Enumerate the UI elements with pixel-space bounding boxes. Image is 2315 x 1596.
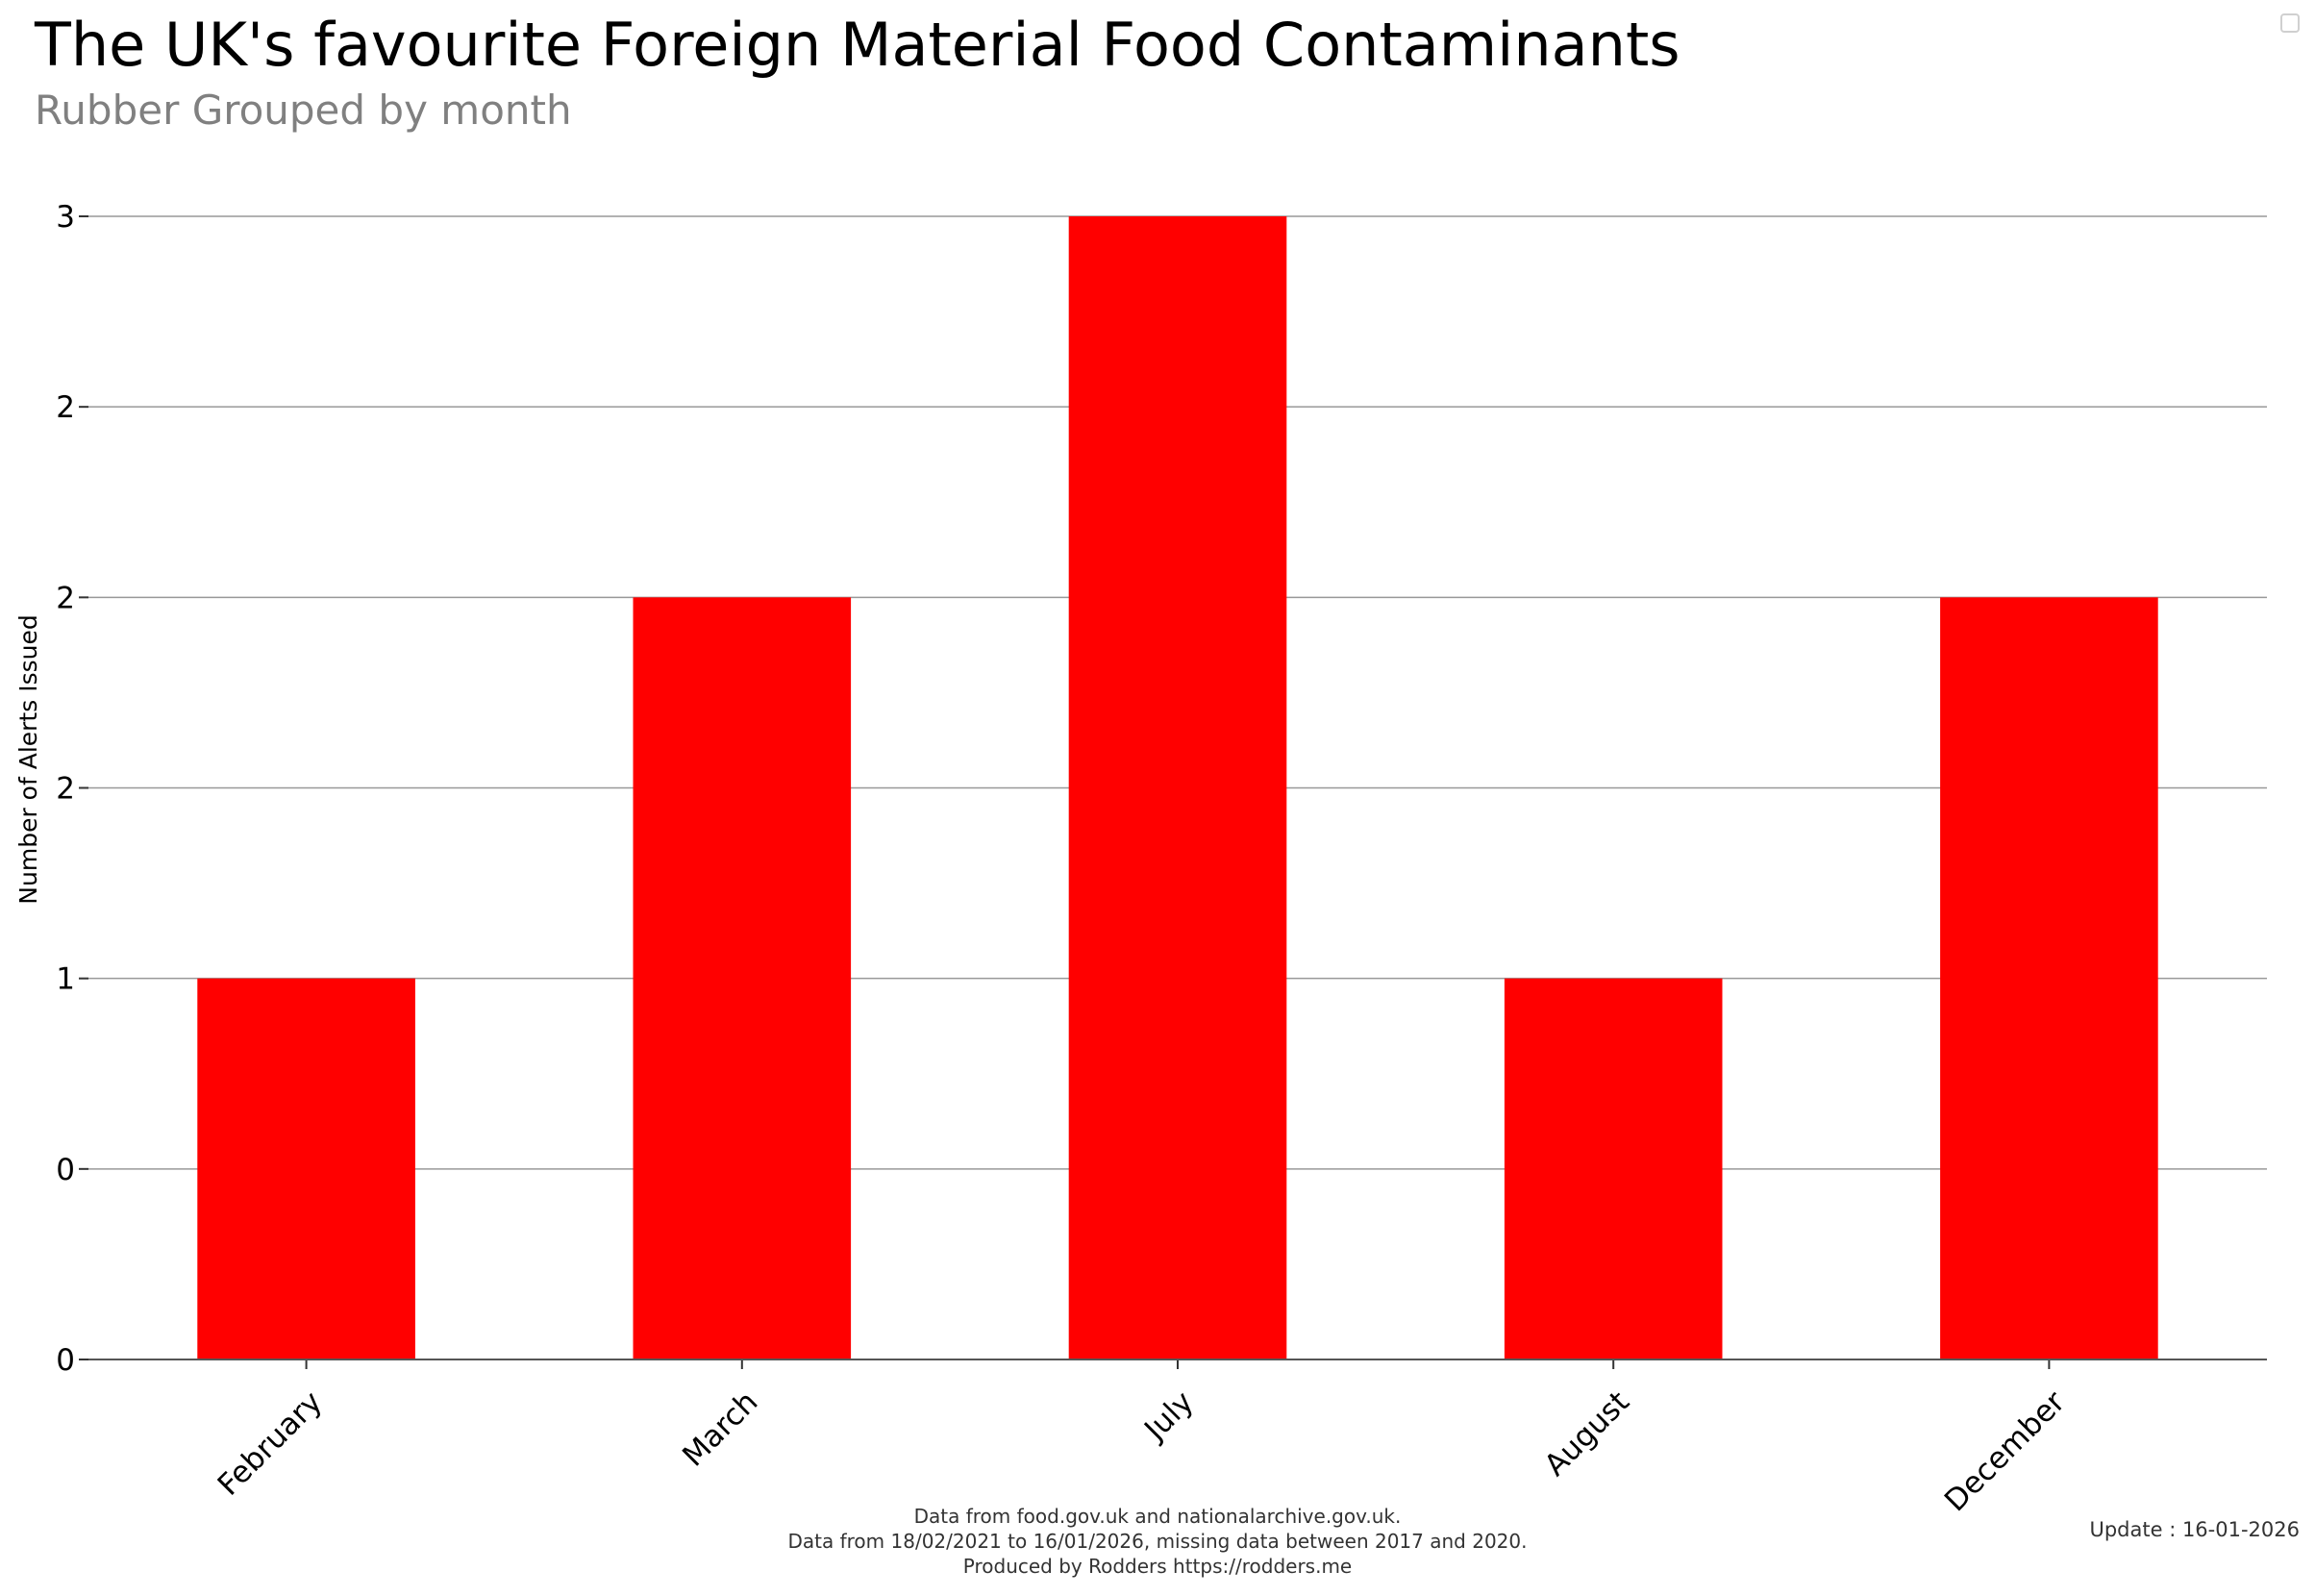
chart-subtitle: Rubber Grouped by month bbox=[35, 87, 572, 134]
x-tick-label: December bbox=[1938, 1384, 2072, 1518]
bar-july[interactable] bbox=[1068, 216, 1287, 1359]
x-tick-label: July bbox=[1136, 1384, 1200, 1448]
chart-title: The UK's favourite Foreign Material Food… bbox=[35, 10, 1680, 80]
y-tick-label: 2 bbox=[56, 390, 75, 425]
bars bbox=[197, 216, 2158, 1359]
y-tick-label: 0 bbox=[56, 1343, 75, 1378]
x-tick-label: February bbox=[212, 1384, 330, 1503]
footer-notes: Data from food.gov.uk and nationalarchiv… bbox=[0, 1504, 2315, 1579]
bar-february[interactable] bbox=[197, 978, 415, 1359]
y-tick-label: 2 bbox=[56, 772, 75, 807]
y-tick-label: 3 bbox=[56, 200, 75, 235]
update-date: Update : 16-01-2026 bbox=[2089, 1518, 2300, 1541]
x-tick-label: August bbox=[1538, 1384, 1636, 1483]
bar-december[interactable] bbox=[1940, 597, 2158, 1359]
footer-line-1: Data from food.gov.uk and nationalarchiv… bbox=[913, 1505, 1402, 1528]
y-tick-label: 2 bbox=[56, 581, 75, 615]
y-axis-label: Number of Alerts Issued bbox=[14, 614, 42, 904]
bar-august[interactable] bbox=[1504, 978, 1723, 1359]
y-tick-label: 0 bbox=[56, 1153, 75, 1187]
legend-toggle-checkbox[interactable] bbox=[2280, 13, 2300, 33]
x-tick-label: March bbox=[676, 1384, 764, 1473]
footer-line-2: Data from 18/02/2021 to 16/01/2026, miss… bbox=[787, 1530, 1528, 1553]
footer-line-3: Produced by Rodders https://rodders.me bbox=[962, 1555, 1353, 1578]
bar-march[interactable] bbox=[633, 597, 852, 1359]
y-tick-label: 1 bbox=[56, 962, 75, 997]
